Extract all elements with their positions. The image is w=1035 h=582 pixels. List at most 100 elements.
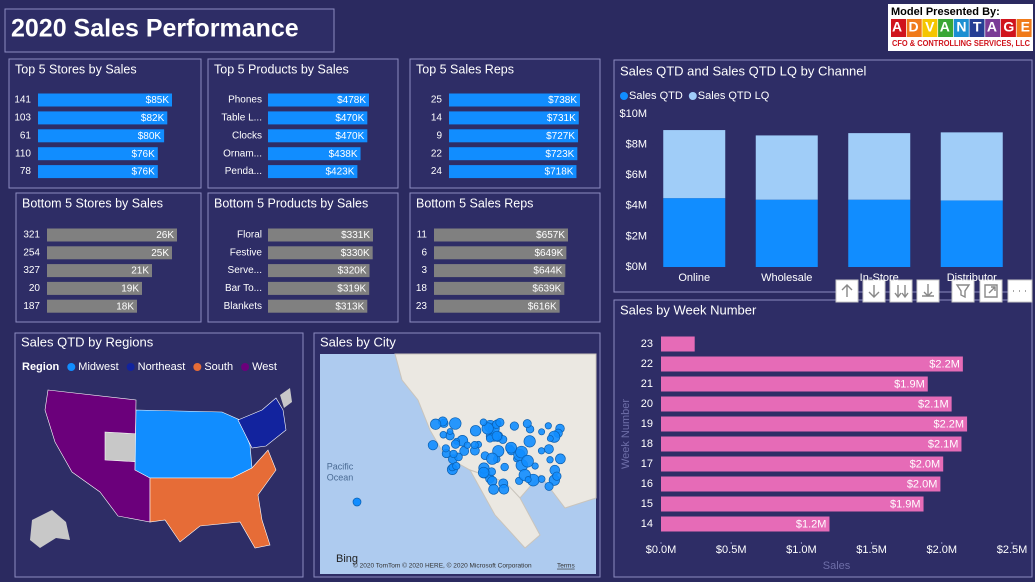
- data-label: $723K: [545, 149, 574, 160]
- city-dot[interactable]: [498, 484, 510, 495]
- city-dot[interactable]: [500, 462, 509, 472]
- city-dot[interactable]: [486, 452, 499, 465]
- city-dot[interactable]: [495, 417, 505, 427]
- city-dot[interactable]: [477, 466, 490, 479]
- data-label: $2.2M: [929, 358, 960, 370]
- city-dot[interactable]: [523, 435, 536, 448]
- data-label: $1.9M: [890, 498, 921, 510]
- city-dot[interactable]: [546, 456, 554, 464]
- city-dot[interactable]: [544, 481, 554, 491]
- title-box: [4, 8, 335, 53]
- x-tick-label: In-Store: [860, 272, 899, 284]
- city-dot[interactable]: [449, 449, 458, 459]
- city-dot[interactable]: [515, 445, 528, 459]
- bar: [661, 436, 962, 452]
- category-label: Table L...: [221, 113, 262, 124]
- axis-title: Week Number: [620, 399, 632, 469]
- data-label: $85K: [146, 95, 170, 106]
- city-dot[interactable]: [531, 462, 539, 470]
- bar: [38, 129, 165, 143]
- logo-tile: [953, 19, 969, 37]
- city-dot[interactable]: [544, 422, 552, 430]
- bar: [268, 165, 358, 179]
- x-tick-label: $0.0M: [646, 544, 677, 556]
- y-tick-label: $2M: [626, 230, 647, 242]
- city-dot[interactable]: [470, 441, 479, 450]
- category-label: 19: [641, 418, 653, 430]
- logo-tile: [906, 19, 922, 37]
- bar: [38, 111, 168, 125]
- legend-title: Region: [22, 361, 60, 373]
- city-dot[interactable]: [522, 419, 532, 429]
- map-terms[interactable]: Terms: [557, 563, 575, 570]
- city-dot[interactable]: [469, 425, 482, 437]
- bar-segment: [755, 199, 818, 267]
- bar: [268, 129, 368, 143]
- category-label: 103: [14, 113, 31, 124]
- region-midwest[interactable]: [134, 409, 253, 479]
- city-dot[interactable]: [524, 476, 532, 484]
- bar: [268, 264, 370, 278]
- city-dot[interactable]: [352, 497, 362, 507]
- logo-tile: [1016, 19, 1032, 37]
- data-label: $649K: [534, 248, 563, 259]
- bar-segment: [848, 133, 911, 200]
- map-copyright: © 2020 TomTom © 2020 HERE, © 2020 Micros…: [353, 562, 532, 570]
- city-dot[interactable]: [555, 453, 566, 465]
- alaska: [30, 510, 70, 548]
- category-label: Serve...: [228, 265, 262, 276]
- region-northeast[interactable]: [237, 397, 287, 449]
- city-dots: [352, 416, 566, 507]
- data-label: $320K: [338, 266, 367, 277]
- city-dot[interactable]: [449, 417, 462, 430]
- city-dot[interactable]: [491, 430, 503, 442]
- category-label: 17: [641, 458, 653, 470]
- city-dot[interactable]: [450, 439, 461, 449]
- city-dot[interactable]: [537, 475, 546, 483]
- bar: [661, 456, 944, 472]
- y-tick-label: $10M: [619, 108, 647, 120]
- bar: [268, 299, 368, 313]
- chart-title: Top 5 Stores by Sales: [15, 62, 137, 76]
- city-dot[interactable]: [430, 418, 442, 430]
- data-label: 26K: [156, 230, 174, 241]
- city-dot[interactable]: [509, 421, 519, 431]
- category-label: 23: [641, 338, 653, 350]
- next-level[interactable]: [889, 279, 913, 303]
- city-dot[interactable]: [544, 444, 554, 454]
- y-tick-label: $8M: [626, 139, 647, 151]
- y-tick-label: $4M: [626, 200, 647, 212]
- bar-segment: [848, 199, 911, 267]
- city-dot[interactable]: [479, 418, 488, 426]
- city-dot[interactable]: [521, 454, 534, 468]
- category-label: 78: [20, 166, 32, 177]
- city-dot[interactable]: [552, 471, 562, 481]
- city-dot[interactable]: [446, 428, 454, 435]
- chart-title: Top 5 Products by Sales: [214, 62, 349, 76]
- city-dot[interactable]: [427, 440, 439, 451]
- region-south[interactable]: [149, 449, 277, 549]
- logo-caption: Model Presented By:: [891, 6, 1000, 18]
- region-map: Sales QTD by Regions Region Midwest North…: [21, 334, 292, 549]
- logo-tile: [1000, 19, 1016, 37]
- category-label: 254: [23, 247, 40, 258]
- city-dot[interactable]: [441, 444, 450, 453]
- city-dot[interactable]: [452, 461, 461, 471]
- x-tick-label: $2.0M: [927, 544, 958, 556]
- city-dot[interactable]: [488, 484, 499, 495]
- city-dot[interactable]: [538, 428, 546, 436]
- category-label: 14: [431, 113, 443, 124]
- city-dot[interactable]: [439, 430, 448, 439]
- city-dot[interactable]: [463, 441, 471, 449]
- x-tick-label: $2.5M: [997, 544, 1028, 556]
- bar: [268, 93, 369, 107]
- city-dot[interactable]: [505, 441, 517, 454]
- city-dot[interactable]: [537, 447, 546, 455]
- data-label: $423K: [325, 167, 354, 178]
- x-tick-label: Distributor: [947, 272, 997, 284]
- bar: [449, 147, 578, 161]
- bar: [38, 93, 172, 107]
- city-dot[interactable]: [546, 435, 554, 442]
- chart-title: Bottom 5 Sales Reps: [416, 196, 533, 210]
